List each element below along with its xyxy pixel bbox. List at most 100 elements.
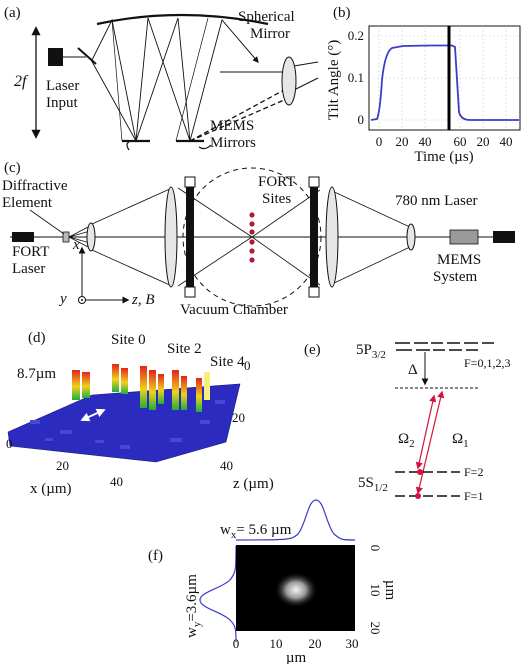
site-spacing-arrow (80, 408, 106, 422)
panel-f-ytick-0: 0 (368, 545, 383, 552)
panel-b-xtick-0: 0 (376, 134, 383, 149)
fort-sites-label-1: FORT (258, 174, 295, 190)
site4-label: Site 4 (210, 354, 245, 370)
laser-input-label-2: Input (46, 95, 78, 111)
beam-spot (274, 572, 318, 608)
spherical-mirror-label-1: Spherical (238, 9, 295, 25)
axis-y-dot (81, 299, 83, 301)
panel-d-texture (30, 400, 225, 449)
f1-label: F=1 (464, 489, 483, 503)
panel-b-xtick-5: 40 (500, 134, 513, 149)
site2-label: Site 2 (167, 341, 202, 357)
omega1-text: Ω (452, 431, 463, 447)
panel-f-ytick-1: 10 (368, 584, 383, 597)
peak-site0-b (82, 372, 90, 398)
two-f-label: 2f (14, 73, 29, 90)
mems-system-label-2: System (433, 269, 478, 285)
beam-path-3 (111, 19, 123, 142)
laser-input-label-1: Laser (46, 78, 79, 94)
panel-f-label: (f) (148, 548, 163, 564)
panel-b-xtick-3: 60 (454, 134, 467, 149)
lower-state-sub: 1/2 (374, 482, 388, 494)
peak-site2-c (158, 374, 164, 404)
f2-label: F=2 (464, 465, 483, 479)
x-profile-curve (235, 499, 356, 541)
axis-x-label: x (72, 237, 80, 253)
panel-f: (f) wx= 5.6 µm wy=3.6µm 0 10 20 30 µm 0 … (148, 499, 398, 664)
peak-site0-a (72, 370, 80, 400)
wy-label: wy=3.6µm (184, 574, 203, 638)
laser-780-box (493, 231, 515, 243)
panel-b-ytick-2: 0.2 (348, 28, 364, 43)
panel-d-xtick-2: 40 (110, 474, 123, 489)
fort-sites-label-2: Sites (262, 191, 291, 207)
omega1-arrow (415, 390, 445, 495)
panel-b-xlabel: Time (µs) (414, 149, 473, 165)
fort-laser-label-1: FORT (12, 244, 49, 260)
wx-text: w (220, 522, 231, 538)
y-profile-curve (199, 545, 237, 643)
wy-value: =3.6µm (184, 574, 200, 622)
panel-f-yunit: µm (382, 580, 398, 601)
panel-b-xtick-2: 40 (419, 134, 432, 149)
panel-b-label: (b) (333, 5, 351, 21)
vacuum-chamber-label: Vacuum Chamber (180, 302, 288, 318)
panel-b-ylabel: Tilt Angle (°) (326, 40, 342, 120)
window-cap-1 (184, 176, 196, 188)
panel-b-ytick-0: 0 (358, 112, 365, 127)
panel-b-xtick-4: 20 (477, 134, 490, 149)
upper-state-sub: 3/2 (372, 349, 386, 361)
axis-y-label: y (58, 291, 67, 307)
fort-laser-label-2: Laser (12, 261, 45, 277)
panel-c-label: (c) (4, 160, 21, 176)
panel-b: (b) 0 0.1 0.2 0 20 40 60 20 40 Time (µs)… (326, 5, 521, 165)
lens-c-2 (164, 186, 178, 288)
mems-system-label-1: MEMS (437, 252, 481, 268)
output-beam-dashed-1 (189, 89, 285, 142)
mems-mirrors-label-1: MEMS (210, 118, 254, 134)
panel-d: (d) Site 0 Site 2 Site 4 8.7µm (6, 330, 274, 497)
panel-a-label: (a) (4, 5, 21, 21)
wx-sub: x (231, 529, 237, 541)
lower-state-label: 5S1/2 (358, 475, 388, 494)
wx-value: = 5.6 µm (236, 522, 291, 538)
lens-c-4 (406, 223, 416, 251)
wy-sub: y (191, 621, 203, 627)
omega2-text: Ω (398, 431, 409, 447)
output-beam-dashed-2 (189, 99, 285, 142)
panel-d-peaks (72, 364, 210, 412)
diffractive-pointer (29, 209, 65, 235)
omega1-sub: 1 (463, 438, 469, 450)
peak-site1-a (112, 364, 119, 392)
peak-site3-b (181, 376, 187, 410)
vacuum-window-left (186, 186, 194, 287)
panel-f-xunit: µm (286, 650, 307, 664)
panel-d-ztick-1: 20 (232, 410, 245, 425)
window-cap-3 (308, 176, 320, 188)
mems-mirrors-label-2: Mirrors (210, 135, 256, 151)
diffractive-element-label-1: Diffractive (2, 178, 68, 194)
panel-b-trace (370, 44, 519, 121)
vacuum-chamber-circle (182, 167, 322, 307)
tilt-indicator-left (126, 141, 130, 151)
beam-path-4 (175, 17, 209, 142)
wy-text: w (184, 627, 200, 638)
upper-f-label: F=0,1,2,3 (464, 356, 510, 370)
upper-level-lines (395, 342, 494, 351)
site0-label: Site 0 (111, 332, 146, 348)
beam-path-1 (89, 17, 259, 143)
peak-site4-b (204, 372, 210, 400)
output-beam-solid-3 (293, 77, 319, 91)
delta-label: Δ (408, 362, 418, 378)
panel-a: (a) 2f Laser Input Spherical Mirror MEMS (4, 5, 319, 151)
output-beam-solid-2 (293, 61, 319, 67)
panel-c: (c) Diffractive Element FORT Laser (2, 160, 515, 318)
fold-mirror (77, 47, 97, 65)
panel-d-xtick-0: 0 (6, 436, 13, 451)
panel-b-xtick-1: 20 (396, 134, 409, 149)
site-size-label: 8.7µm (17, 366, 56, 382)
lower-state-text: 5S (358, 475, 374, 491)
omega2-label: Ω2 (398, 431, 415, 450)
panel-d-ztick-0: 0 (244, 358, 251, 373)
lens-a (281, 56, 297, 106)
